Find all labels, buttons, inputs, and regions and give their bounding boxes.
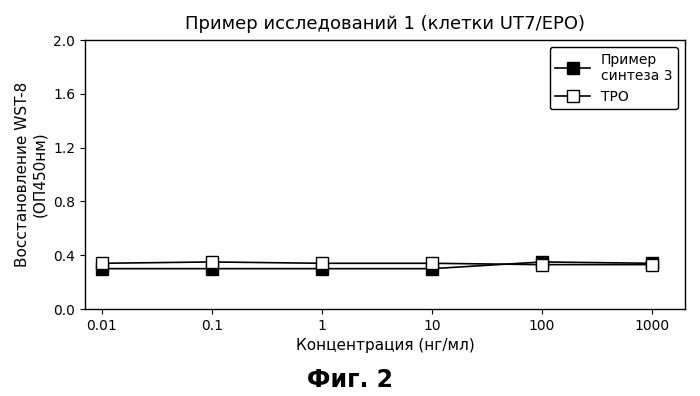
Пример
синтеза 3: [428, 266, 436, 271]
Title: Пример исследований 1 (клетки UT7/EPO): Пример исследований 1 (клетки UT7/EPO): [185, 15, 585, 33]
X-axis label: Концентрация (нг/мл): Концентрация (нг/мл): [295, 338, 475, 353]
ТРО: [318, 261, 326, 266]
ТРО: [428, 261, 436, 266]
Text: Фиг. 2: Фиг. 2: [307, 368, 393, 392]
Пример
синтеза 3: [648, 261, 656, 266]
Пример
синтеза 3: [208, 266, 216, 271]
Line: ТРО: ТРО: [97, 256, 657, 270]
Пример
синтеза 3: [97, 266, 106, 271]
ТРО: [97, 261, 106, 266]
ТРО: [538, 262, 546, 267]
ТРО: [208, 259, 216, 264]
Пример
синтеза 3: [538, 259, 546, 264]
Legend: Пример
синтеза 3, ТРО: Пример синтеза 3, ТРО: [550, 47, 678, 109]
Line: Пример
синтеза 3: Пример синтеза 3: [97, 256, 657, 274]
Пример
синтеза 3: [318, 266, 326, 271]
Y-axis label: Восстановление WST-8
(ОП450нм): Восстановление WST-8 (ОП450нм): [15, 82, 48, 267]
ТРО: [648, 262, 656, 267]
